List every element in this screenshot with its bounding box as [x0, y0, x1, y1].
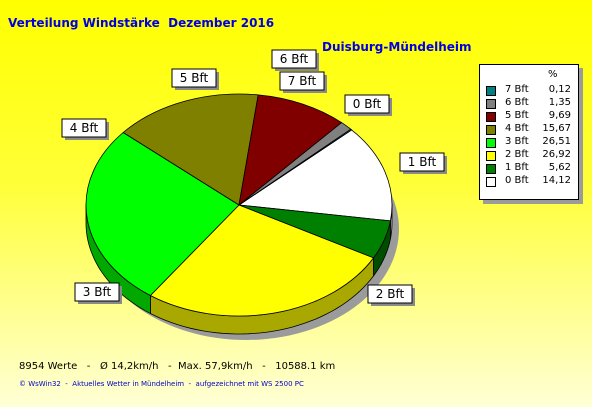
pie-slice-0-bft	[237, 129, 393, 222]
legend-row: 0 Bft 14,12	[485, 175, 575, 187]
legend-label: 6 Bft	[505, 97, 529, 108]
pie-slice-3-bft	[85, 132, 240, 296]
slice-label-text: 5 Bft	[180, 71, 209, 85]
legend-value: 15,67	[542, 123, 571, 134]
legend-value: 0,12	[548, 84, 571, 95]
legend-row: 7 Bft 0,12	[485, 84, 575, 96]
legend-row: 4 Bft 15,67	[485, 123, 575, 135]
station-name: Duisburg-Mündelheim	[322, 40, 472, 54]
chart-title: Verteilung Windstärke Dezember 2016	[8, 16, 275, 30]
legend-swatch	[486, 99, 496, 109]
slice-label-text: 4 Bft	[70, 121, 99, 135]
legend-swatch	[486, 151, 496, 161]
footer-stats: 8954 Werte - Ø 14,2km/h - Max. 57,9km/h …	[19, 361, 336, 372]
slice-label-4: 4 Bft	[61, 118, 109, 140]
slice-label-text: 3 Bft	[83, 285, 112, 299]
slice-label-text: 1 Bft	[408, 155, 437, 169]
slice-label-5: 5 Bft	[171, 68, 219, 90]
slice-label-box	[171, 68, 217, 88]
pie-slice-7-bft	[238, 128, 353, 206]
legend-percent-header: %	[548, 69, 558, 80]
slice-label-box	[61, 118, 107, 138]
slice-label-box	[367, 284, 413, 304]
slice-label-box	[74, 282, 120, 302]
legend-value: 5,62	[548, 162, 571, 173]
slice-label-text: 7 Bft	[288, 74, 317, 88]
legend-row: 3 Bft 26,51	[485, 136, 575, 148]
slice-label-text: 2 Bft	[376, 287, 405, 301]
slice-label-text: 0 Bft	[353, 97, 382, 111]
legend-value: 1,35	[548, 97, 571, 108]
legend-value: 14,12	[542, 175, 571, 186]
legend-label: 1 Bft	[505, 162, 529, 173]
legend: % 7 Bft 0,12 6 Bft 1,35 5 Bft 9,69 4 Bft 15,67 3…	[479, 64, 579, 200]
legend-value: 26,51	[542, 136, 571, 147]
legend-row: 1 Bft 5,62	[485, 162, 575, 174]
legend-label: 3 Bft	[505, 136, 529, 147]
slice-label-box	[344, 94, 390, 114]
slice-label-0: 0 Bft	[344, 94, 392, 116]
legend-row: 2 Bft 26,92	[485, 149, 575, 161]
pie-slice-4-bft	[122, 93, 259, 206]
slice-label-box	[399, 152, 445, 172]
slice-label-3: 3 Bft	[74, 282, 122, 304]
slice-label-box	[271, 49, 317, 69]
legend-label: 0 Bft	[505, 175, 529, 186]
legend-swatch	[486, 138, 496, 148]
pie-slice-5-bft	[238, 94, 343, 206]
legend-swatch	[486, 177, 496, 187]
legend-row: 6 Bft 1,35	[485, 97, 575, 109]
slice-label-2: 2 Bft	[367, 284, 415, 306]
legend-value: 9,69	[548, 110, 571, 121]
slice-label-6: 6 Bft	[271, 49, 319, 71]
footer-credit: © WsWin32 - Aktuelles Wetter in Mündelhe…	[19, 380, 304, 388]
legend-swatch	[486, 164, 496, 174]
legend-label: 4 Bft	[505, 123, 529, 134]
legend-label: 7 Bft	[505, 84, 529, 95]
legend-value: 26,92	[542, 149, 571, 160]
slice-label-7: 7 Bft	[279, 71, 327, 93]
legend-label: 2 Bft	[505, 149, 529, 160]
legend-row: 5 Bft 9,69	[485, 110, 575, 122]
legend-swatch	[486, 112, 496, 122]
slice-label-box	[279, 71, 325, 91]
slice-label-text: 6 Bft	[280, 52, 309, 66]
legend-label: 5 Bft	[505, 110, 529, 121]
legend-swatch	[486, 125, 496, 135]
pie-slice-2-bft	[149, 204, 375, 317]
slice-label-1: 1 Bft	[399, 152, 447, 174]
legend-swatch	[486, 86, 496, 96]
